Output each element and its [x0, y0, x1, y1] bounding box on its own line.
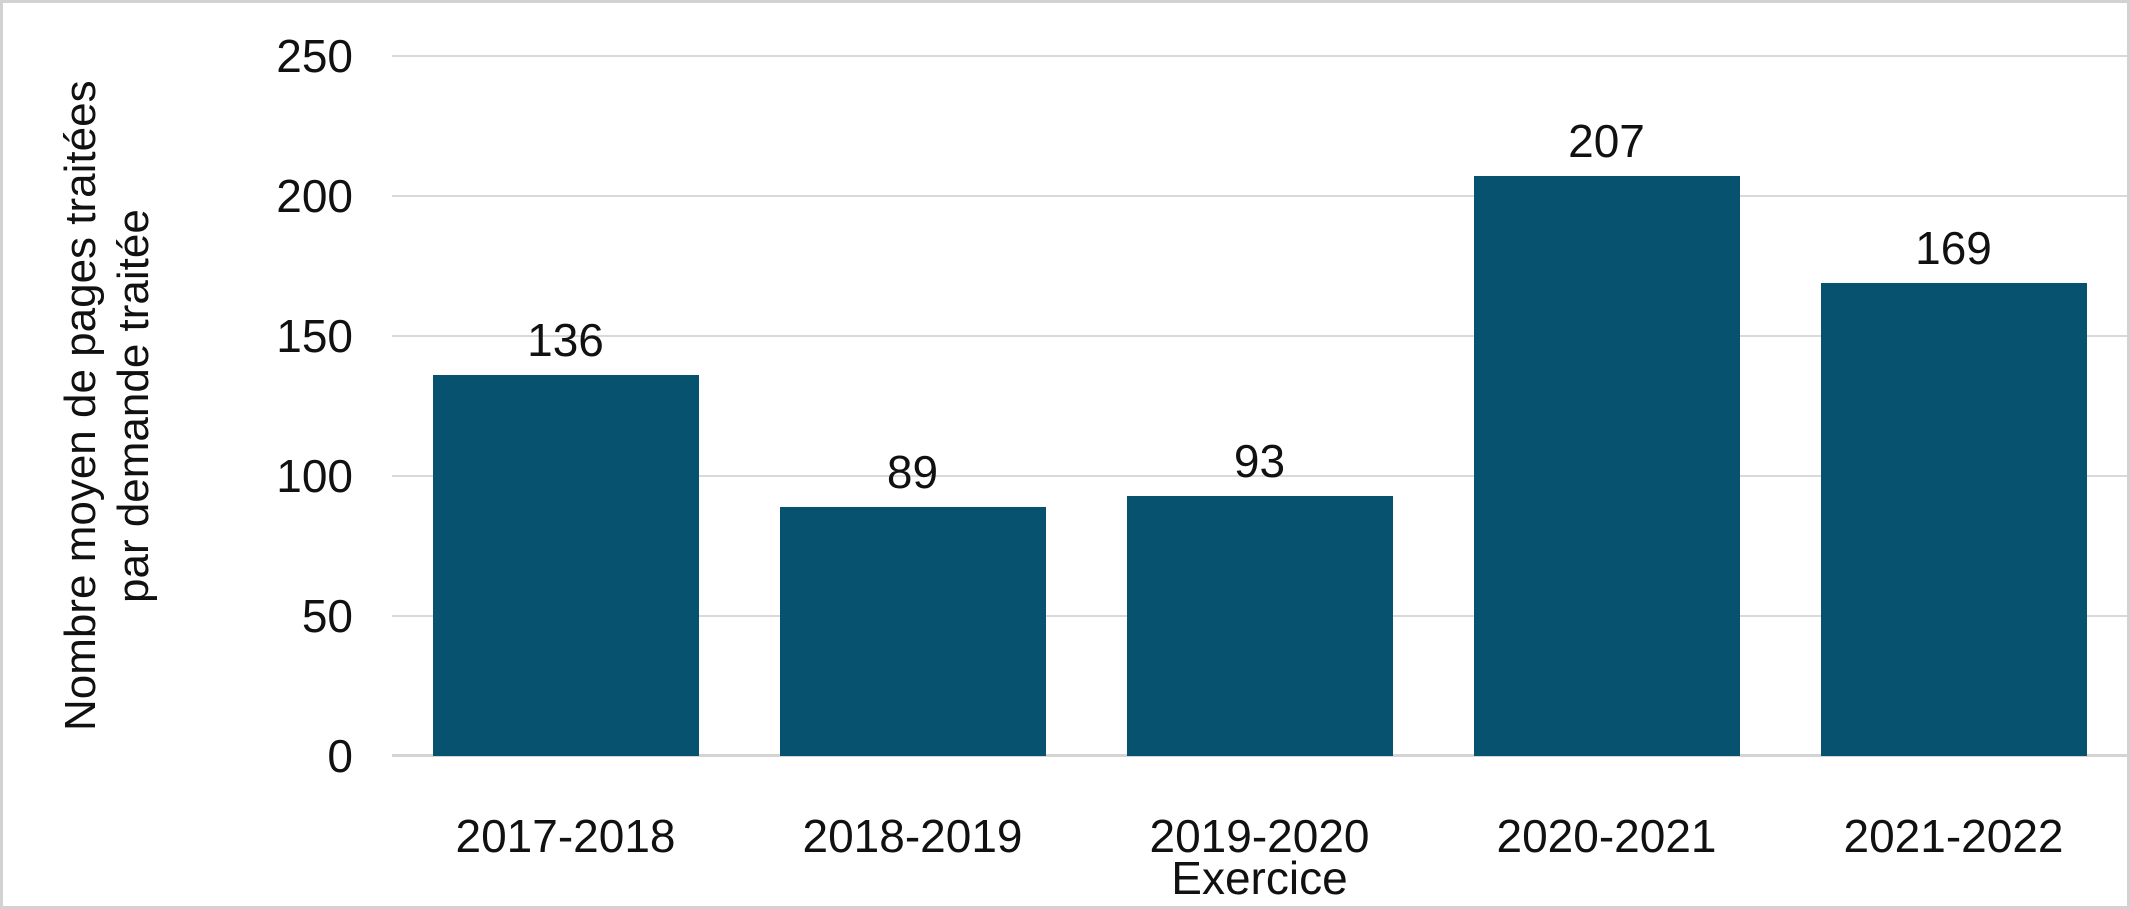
bar-value-label-2021-2022: 169: [1915, 221, 1992, 274]
x-category-label-2019-2020: 2019-2020: [1149, 810, 1370, 862]
y-tick-label-0: 0: [327, 730, 353, 782]
bar-group-2019-2020: 93: [1126, 438, 1393, 756]
bar-group-2021-2022: 169: [1820, 225, 2087, 756]
bar-group-2017-2018: 136: [432, 317, 699, 756]
bar-value-label-2018-2019: 89: [886, 445, 939, 498]
x-category-label-2021-2022: 2021-2022: [1843, 810, 2064, 862]
y-tick-label-100: 100: [276, 450, 353, 502]
bar-2021-2022: [1820, 282, 2087, 756]
y-tick-label-50: 50: [301, 590, 353, 642]
y-tick-label-250: 250: [276, 30, 353, 82]
bar-2020-2021: [1473, 176, 1740, 756]
x-axis-category-labels: 2017-2018 2018-2019 2019-2020 2020-2021 2021…: [392, 808, 2127, 864]
bar-value-label-2019-2020: 93: [1233, 434, 1286, 487]
gridline-y-250: [392, 55, 2127, 57]
bar-group-2018-2019: 89: [779, 449, 1046, 756]
x-category-label-2017-2018: 2017-2018: [455, 810, 676, 862]
y-tick-label-200: 200: [276, 170, 353, 222]
bar-2018-2019: [779, 506, 1046, 756]
x-category-label-2018-2019: 2018-2019: [802, 810, 1023, 862]
gridline-y-200: [392, 195, 2127, 197]
gridline-y-100: [392, 475, 2127, 477]
bar-value-label-2020-2021: 207: [1568, 115, 1645, 168]
bar-2017-2018: [432, 375, 699, 756]
y-axis-tick-labels: 250 200 150 100 50 0: [3, 33, 353, 779]
bar-group-2020-2021: 207: [1473, 118, 1740, 756]
x-axis-title: Exercice: [1171, 852, 1348, 904]
bar-value-label-2017-2018: 136: [527, 314, 604, 367]
plot-area: 136 89 93 207 169: [392, 55, 2127, 757]
gridline-y-150: [392, 335, 2127, 337]
y-tick-label-150: 150: [276, 310, 353, 362]
bar-2019-2020: [1126, 495, 1393, 756]
x-category-label-2020-2021: 2020-2021: [1496, 810, 1717, 862]
